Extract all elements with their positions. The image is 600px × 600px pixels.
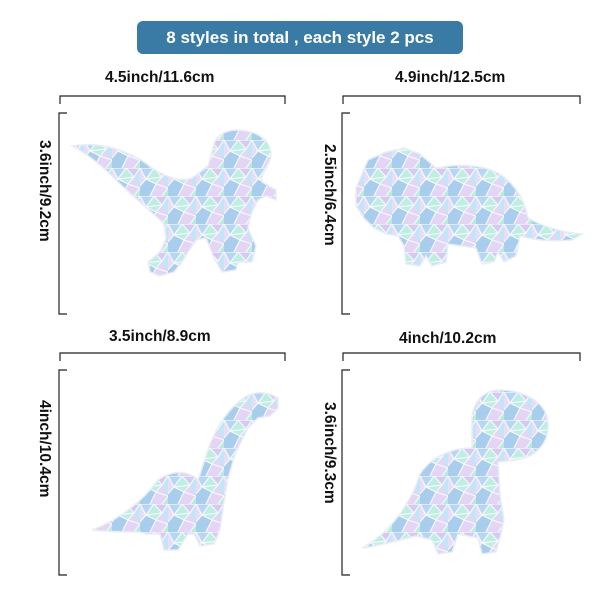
round-head-sticker: [362, 390, 548, 554]
width-line-3: [60, 353, 285, 361]
width-line-1: [60, 96, 285, 104]
height-line-2: [342, 113, 350, 314]
width-line-2: [343, 96, 580, 104]
long-neck-sticker: [92, 393, 278, 550]
height-line-1: [59, 113, 67, 314]
height-line-3: [59, 370, 67, 575]
width-line-4: [343, 353, 580, 361]
height-line-4: [342, 370, 350, 575]
triceratops-sticker: [356, 148, 582, 266]
raptor-sticker: [72, 130, 276, 276]
